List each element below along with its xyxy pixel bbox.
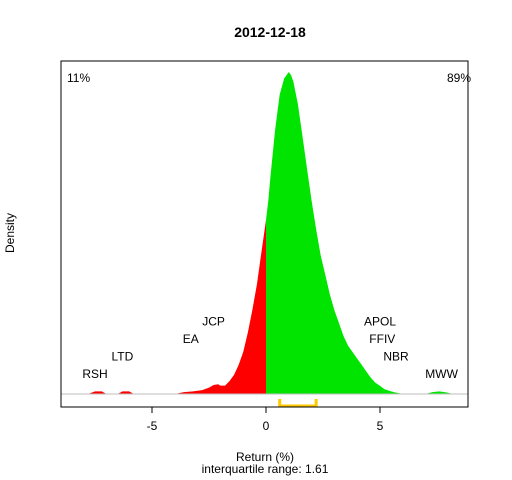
negative-share-label: 11% — [67, 71, 90, 85]
iqr-bracket — [278, 399, 318, 408]
plot-frame — [60, 60, 469, 408]
ticker-label: MWW — [425, 367, 458, 381]
iqr-marker — [278, 399, 318, 408]
x-tick-label: 5 — [377, 419, 384, 433]
ticker-label: JCP — [202, 314, 225, 328]
positive-share-label: 89% — [447, 71, 471, 85]
ticker-label: EA — [183, 332, 199, 346]
ticker-label: APOL — [364, 314, 396, 328]
negative-density-area — [88, 220, 266, 394]
density-area — [88, 72, 460, 394]
positive-density-area — [266, 72, 460, 394]
x-axis-label: Return (%) — [236, 450, 294, 464]
x-tick-label: -5 — [147, 419, 158, 433]
ticker-label: RSH — [82, 367, 107, 381]
y-axis-label: Density — [3, 213, 17, 253]
x-tick-label: 0 — [263, 419, 270, 433]
chart-title: 2012-12-18 — [234, 24, 306, 40]
x-axis: -5 0 5 — [147, 407, 384, 433]
ticker-label: FFIV — [369, 332, 395, 346]
ticker-label: LTD — [112, 350, 134, 364]
ticker-label: NBR — [383, 350, 409, 364]
x-axis-subtitle: interquartile range: 1.61 — [202, 462, 329, 476]
